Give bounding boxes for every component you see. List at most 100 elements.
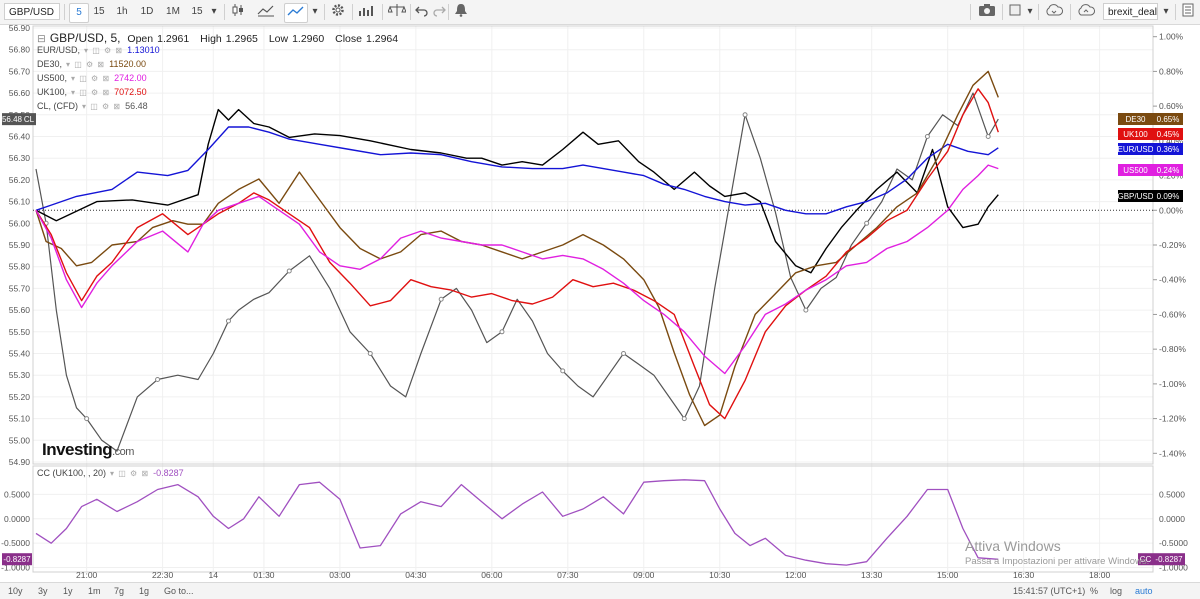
indicator-controls-icon[interactable]: ▾ ◫ ⚙ ⊠ [110,469,150,478]
bottom-bar: 10y 3y 1y 1m 7g 1g Go to... 15:41:57 (UT… [0,582,1200,599]
line-chart-type-icon[interactable] [284,3,308,23]
series-layer [35,70,999,452]
indicator-legend[interactable]: CC (UK100, , 20) ▾ ◫ ⚙ ⊠ -0.8287 [37,468,184,478]
series-value-tag-eur-usd: 0.36% [1153,143,1183,155]
candles-chart-type-icon[interactable] [230,3,246,21]
series-value-tag-us500-bg [1153,164,1183,176]
range-1g-button[interactable]: 1g [139,586,150,596]
range-1y-button[interactable]: 1y [63,586,73,596]
legend-label: CL, (CFD) [37,101,78,111]
series-value-tag-gbp-usd-bg [1153,190,1183,202]
left-tick-label: 56.10 [9,197,31,207]
compare-scale-icon[interactable] [387,3,407,21]
interval-1h-button[interactable]: 1h [116,6,128,17]
log-scale-toggle[interactable]: log [1110,586,1123,596]
percent-scale-toggle[interactable]: % [1090,586,1099,596]
legend-value: 56.48 [125,101,148,111]
interval-15min-button[interactable]: 15 [93,6,105,17]
indicator-right-value-tag-text: -0.8287 [1155,555,1183,564]
cl-left-name-tag-text: CL [24,115,35,124]
series-line-cl-cfd [35,92,999,452]
range-3y-button[interactable]: 3y [38,586,48,596]
right-tick-label: 0.40% [1159,136,1184,146]
time-tick-label: 12:00 [785,570,807,580]
interval-1d-button[interactable]: 1D [140,6,154,17]
undo-icon[interactable] [414,3,430,21]
cl-marker [985,134,991,139]
range-1m-button[interactable]: 1m [88,586,101,596]
series-name-tag-uk100-bg [1118,128,1153,140]
top-toolbar: GBP/USD 5 15 1h 1D 1M 15 ▾ ▾ [0,0,1200,25]
legend-item-us500[interactable]: US500, ▾ ◫ ⚙ ⊠ 2742.00 [37,73,147,83]
cl-marker [864,220,870,226]
alert-bell-icon[interactable] [452,3,470,21]
indicator-line [35,479,999,566]
cl-left-name-tag: CL [22,113,36,126]
settings-gear-icon[interactable] [330,3,346,21]
collapse-legend-icon[interactable]: ⊟ [37,33,46,45]
interval-dropdown-icon[interactable]: ▾ [211,6,217,17]
go-to-button[interactable]: Go to... [164,586,194,596]
legend-item-cl[interactable]: CL, (CFD) ▾ ◫ ⚙ ⊠ 56.48 [37,101,148,111]
layout-name-dropdown-icon[interactable]: ▾ [1163,6,1169,17]
auto-scale-toggle[interactable]: auto [1135,586,1153,596]
watermark-title: Attiva Windows [965,538,1061,554]
camera-screenshot-icon[interactable] [977,3,997,21]
legend-item-de30[interactable]: DE30, ▾ ◫ ⚙ ⊠ 11520.00 [37,59,146,69]
layout-name-field[interactable]: brexit_deal [1103,3,1158,20]
indicators-icon[interactable] [356,3,376,21]
indicator-axis: 0.5000 0.5000 0.0000 0.0000 -0.5000 -0.5000 -1… [1,489,1188,572]
series-name-tag-us500-text: US500 [1123,166,1148,175]
indicator-left-tick-label: 0.0000 [4,514,30,524]
chart-canvas[interactable]: 54.90 55.00 55.10 55.20 55.30 55.40 55.50 55.60… [0,25,1200,582]
legend-item-uk100[interactable]: UK100, ▾ ◫ ⚙ ⊠ 7072.50 [37,87,147,97]
time-tick-label: 21:00 [76,570,98,580]
chart-type-dropdown-icon[interactable]: ▾ [312,6,318,17]
cl-left-name-tag-bg [22,113,36,126]
time-tick-label: 04:30 [405,570,427,580]
legend-controls-icon[interactable]: ▾ ◫ ⚙ ⊠ [82,102,122,111]
fullscreen-icon[interactable] [1007,3,1023,21]
legend-label: UK100, [37,87,68,97]
range-10y-button[interactable]: 10y [8,586,23,596]
cl-marker [621,351,627,356]
save-cloud-icon[interactable] [1075,3,1097,21]
legend-controls-icon[interactable]: ▾ ◫ ⚙ ⊠ [71,74,111,83]
interval-1m-button[interactable]: 1M [166,6,180,17]
series-name-tag-us500-bg [1118,164,1153,176]
low-label: Low [268,33,289,45]
properties-icon[interactable] [1180,3,1196,21]
left-tick-label: 55.90 [9,240,31,250]
series-value-tag-eur-usd-text: 0.36% [1157,145,1180,154]
redo-icon[interactable] [431,3,447,21]
indicator-left-tick-label: -1.0000 [1,563,30,573]
left-tick-label: 55.40 [9,349,31,359]
legend-controls-icon[interactable]: ▾ ◫ ⚙ ⊠ [84,46,124,55]
area-chart-type-icon[interactable] [256,3,276,21]
range-7g-button[interactable]: 7g [114,586,125,596]
indicator-value: -0.8287 [153,468,184,478]
indicator-left-value-tag-text: -0.8287 [3,555,31,564]
series-name-tag-eur-usd-text: EUR/USD [1117,145,1153,154]
legend-controls-icon[interactable]: ▾ ◫ ⚙ ⊠ [71,88,111,97]
series-name-tag-de30-text: DE30 [1125,115,1146,124]
indicator-right-tick-label: -1.0000 [1159,563,1188,573]
cl-marker [803,307,809,313]
watermark-subtitle: Passa a Impostazioni per attivare Window… [965,556,1150,567]
interval-custom-button[interactable]: 15 [191,6,203,17]
interval-5min-button[interactable]: 5 [69,3,89,23]
time-tick-label: 15:00 [937,570,959,580]
load-cloud-icon[interactable] [1043,3,1065,21]
layout-dropdown-icon[interactable]: ▾ [1027,6,1033,17]
symbol-search-input[interactable]: GBP/USD [4,3,60,20]
low-value: 1.2960 [292,33,325,45]
time-tick-label: 14 [209,570,219,580]
close-value: 1.2964 [365,33,399,45]
series-name-tag-eur-usd: EUR/USD [1117,143,1154,155]
series-value-tag-de30: 0.65% [1153,113,1183,125]
series-line-uk100 [35,88,999,420]
legend-controls-icon[interactable]: ▾ ◫ ⚙ ⊠ [66,60,106,69]
legend-item-eurusd[interactable]: EUR/USD, ▾ ◫ ⚙ ⊠ 1.13010 [37,45,160,55]
series-value-tag-uk100: 0.45% [1153,128,1183,140]
last-value-tags: DE30 0.65% UK100 0.45% EUR/USD 0.36% US500 0.24… [2,113,1185,566]
